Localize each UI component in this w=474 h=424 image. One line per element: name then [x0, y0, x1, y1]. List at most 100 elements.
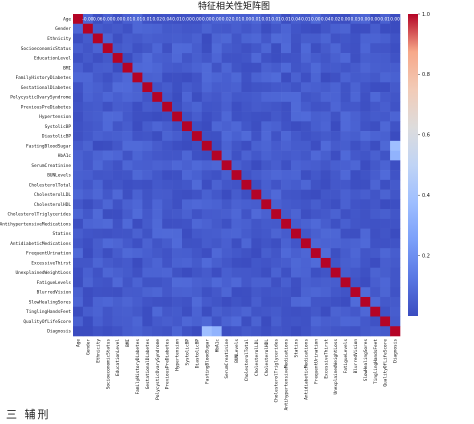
heatmap-cell — [142, 170, 153, 181]
heatmap-cell — [231, 101, 242, 112]
heatmap-cell — [350, 14, 361, 25]
y-tick-label: SerumCreatinine — [31, 163, 71, 169]
heatmap-cell — [201, 277, 213, 288]
heatmap-cell — [261, 257, 272, 268]
cell-annotation: 0.04 — [162, 16, 172, 22]
heatmap-cell — [310, 14, 322, 25]
heatmap-cell — [380, 121, 391, 132]
heatmap-cell — [172, 179, 183, 190]
y-tick-label: FastingBloodSugar — [26, 143, 71, 149]
heatmap-cell — [340, 43, 351, 54]
heatmap-cell — [191, 43, 203, 54]
heatmap-cell — [182, 23, 193, 34]
heatmap-cell — [191, 33, 203, 44]
heatmap-cell — [261, 92, 272, 103]
heatmap-cell — [142, 228, 153, 239]
heatmap-cell — [73, 326, 84, 337]
heatmap-cell — [191, 257, 203, 268]
heatmap-cell — [310, 82, 322, 93]
heatmap-cell — [191, 248, 203, 259]
heatmap-cell — [211, 189, 222, 200]
heatmap-cell — [261, 23, 272, 34]
heatmap-cell — [112, 199, 123, 210]
heatmap-cell — [291, 238, 302, 249]
heatmap-cell — [191, 296, 203, 308]
heatmap-cell — [221, 101, 232, 112]
y-tick-label: Gender — [55, 26, 71, 32]
heatmap-cell — [271, 111, 282, 122]
heatmap-cell — [152, 316, 163, 327]
heatmap-cell — [261, 170, 272, 181]
heatmap-cell — [102, 160, 113, 171]
heatmap-cell — [142, 101, 153, 112]
heatmap-cell — [320, 238, 331, 249]
heatmap-cell — [142, 199, 153, 210]
heatmap-cell — [320, 140, 331, 151]
heatmap-cell — [182, 277, 193, 288]
heatmap-cell — [261, 179, 272, 190]
heatmap-cell — [231, 189, 242, 200]
heatmap-cell — [92, 43, 104, 54]
heatmap-cell — [360, 277, 371, 288]
heatmap-cell — [152, 14, 163, 25]
heatmap-cell — [360, 257, 371, 268]
heatmap-cell — [320, 92, 331, 103]
x-tick-label: DiastolicBP — [194, 339, 200, 368]
heatmap-cell — [172, 14, 183, 25]
heatmap-annotations: -0.00 0.06 0.00 0.00 0.01 0.01 0.01 0.02 0.04 0.0… — [82, 16, 400, 22]
heatmap-cell — [92, 33, 104, 44]
heatmap-cell — [300, 209, 312, 220]
heatmap-cell — [281, 140, 292, 151]
heatmap-cell — [330, 92, 341, 103]
heatmap-cell — [92, 179, 104, 190]
heatmap-cell — [390, 218, 401, 229]
heatmap-cell — [211, 296, 222, 308]
heatmap-cell — [182, 121, 193, 132]
heatmap-cell — [132, 296, 143, 308]
heatmap-cell — [82, 228, 94, 239]
heatmap-cell — [132, 160, 143, 171]
heatmap-cell — [350, 62, 361, 73]
heatmap-cell — [152, 170, 163, 181]
heatmap-cell — [390, 121, 401, 132]
heatmap-cell — [182, 287, 193, 298]
heatmap-cell — [251, 287, 262, 298]
heatmap-cell — [281, 82, 292, 93]
colorbar-tick-label: 0.4 — [422, 193, 430, 199]
heatmap-cell — [92, 228, 104, 239]
heatmap-cell — [73, 257, 84, 268]
heatmap-cell — [291, 111, 302, 122]
heatmap-cell — [251, 189, 262, 200]
heatmap-cell — [172, 62, 183, 73]
heatmap-cell — [122, 111, 133, 122]
heatmap-cell — [390, 296, 401, 308]
cell-annotation: 0.00 — [341, 16, 351, 22]
heatmap-cell — [122, 218, 133, 229]
heatmap-cell — [82, 189, 94, 200]
y-tick-label: FatigueLevels — [37, 280, 72, 286]
heatmap-cell — [172, 248, 183, 259]
heatmap-cell — [251, 228, 262, 239]
heatmap-cell — [152, 326, 163, 337]
heatmap-cell — [92, 150, 104, 161]
heatmap-cell — [370, 228, 381, 239]
heatmap-cell — [82, 267, 94, 278]
heatmap-cell — [281, 170, 292, 181]
heatmap-cell — [201, 101, 213, 112]
heatmap-cell — [122, 23, 133, 34]
heatmap-cell — [221, 316, 232, 327]
heatmap-cell — [122, 72, 133, 83]
x-tick-label: Gender — [85, 339, 91, 355]
heatmap-cell — [73, 248, 84, 259]
heatmap-cell — [330, 23, 341, 34]
heatmap-cell — [82, 111, 94, 122]
heatmap-cell — [360, 131, 371, 142]
heatmap-cell — [132, 43, 143, 54]
heatmap-cell — [182, 306, 193, 317]
heatmap-cell — [340, 189, 351, 200]
heatmap-cell — [102, 209, 113, 220]
heatmap-cell — [380, 140, 391, 151]
heatmap-cell — [271, 14, 282, 25]
heatmap-cell — [172, 296, 183, 308]
heatmap-cell — [350, 209, 361, 220]
